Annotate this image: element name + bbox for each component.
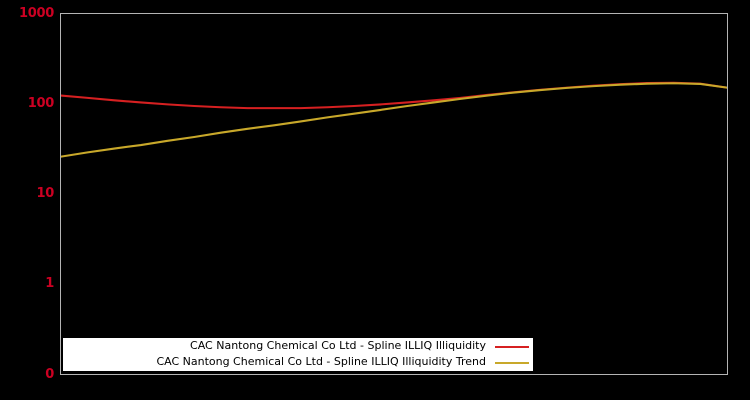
y-axis-tick-0: 0 — [45, 367, 54, 382]
y-axis-tick-1: 1 — [45, 276, 54, 291]
series-line-illiquidity-trend — [61, 82, 727, 158]
legend-item-illiquidity-trend[interactable]: CAC Nantong Chemical Co Ltd - Spline ILL… — [63, 354, 533, 370]
legend-swatch-illiquidity — [495, 341, 529, 352]
y-axis-tick-100: 100 — [27, 96, 55, 111]
legend-label-illiquidity: CAC Nantong Chemical Co Ltd - Spline ILL… — [190, 339, 486, 352]
series-line-illiquidity — [61, 81, 727, 110]
legend-item-illiquidity[interactable]: CAC Nantong Chemical Co Ltd - Spline ILL… — [63, 338, 533, 354]
chart-legend: CAC Nantong Chemical Co Ltd - Spline ILL… — [63, 338, 533, 371]
plot-lines — [61, 81, 727, 158]
legend-label-illiquidity-trend: CAC Nantong Chemical Co Ltd - Spline ILL… — [156, 355, 486, 368]
plot-area-frame — [60, 13, 728, 375]
legend-swatch-illiquidity-trend — [495, 357, 529, 368]
y-axis-tick-10: 10 — [36, 186, 55, 201]
y-axis-tick-1000: 1000 — [19, 6, 54, 21]
